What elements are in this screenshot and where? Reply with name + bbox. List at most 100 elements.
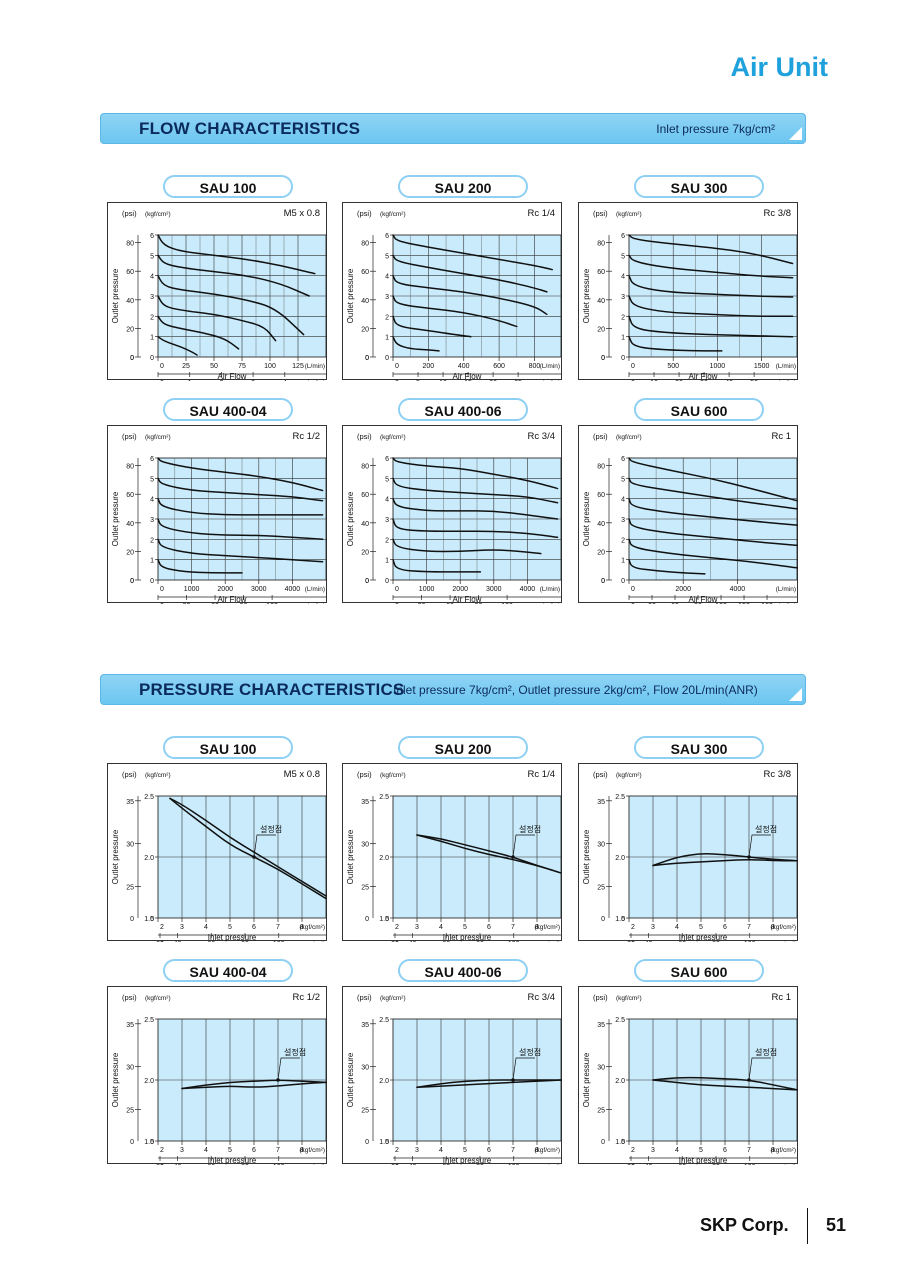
y-unit-left: (psi) [593,209,608,218]
x-tick-label: 0 [395,363,399,370]
x2-tick-label: 2 [219,380,223,381]
setpoint-label: 설정점 [755,1047,777,1057]
chart-frame: (psi) (kgf/cm²) Rc 3/8 1.5 2.0 2.5 25 30 35 0 0 Out… [578,763,798,942]
x2-tick-label: 1 [188,380,192,381]
x-tick-label: 8 [771,924,775,931]
series-line [392,254,548,293]
x2-tick-label: 80 [712,1164,720,1165]
port-size: Rc 1/2 [293,431,320,442]
x-tick-label: 125 [292,363,304,370]
chart-frame: (psi) (kgf/cm²) Rc 3/8 0 1 2 3 4 5 6 0 20 40 60 80 0 Out… [578,202,798,381]
series-line [392,457,559,490]
x-tick-label: 2000 [217,586,233,593]
x2-tick-label: 100 [744,1164,756,1165]
y2-tick-label: 20 [361,549,369,556]
y2-tick-label: 60 [361,269,369,276]
x-tick-label: 100 [264,363,276,370]
series-line [392,477,559,504]
y2-tick-label: 80 [361,241,369,248]
series-line [392,558,482,573]
y-tick-label: 6 [621,456,625,463]
y2-tick-label: 0 [365,355,369,362]
company-name: SKP Corp. [700,1215,789,1235]
y-axis-label: Outlet pressure [346,829,355,884]
y-tick-label: 6 [621,233,625,240]
x2-tick-label: 60 [207,1164,215,1165]
x2-tick-label: 10 [650,380,658,381]
series-line [392,234,553,271]
x-axis-label: Inlet pressure [208,1156,257,1165]
y2-tick-label: 40 [361,298,369,305]
y2-tick-label: 0 [365,578,369,585]
y-tick-label: 1.5 [144,916,154,923]
y2-tick-label: 30 [361,1065,369,1072]
x2-tick-label: 0 [631,941,635,942]
y2-tick-label: 80 [126,241,134,248]
y-tick-label: 0 [621,916,625,923]
y-unit-right: (kgf/cm²) [616,434,642,441]
x-tick-label: 6 [723,1147,727,1154]
x-tick-label: 5 [699,924,703,931]
x2-tick-label: 90 [694,603,702,604]
x-tick-label: 2 [160,1147,164,1154]
y2-tick-label: 25 [126,885,134,892]
x2-tick-label: 100 [508,1164,520,1165]
series-line [628,497,798,526]
series-line [157,518,324,541]
chart-frame: (psi) (kgf/cm²) Rc 3/4 1.5 2.0 2.5 25 30 35 0 0 Out… [342,986,562,1165]
x-tick-label: 3000 [486,586,502,593]
x2-tick-label: 20 [675,380,683,381]
x-tick-label: 2 [631,1147,635,1154]
chart-frame: (psi) (kgf/cm²) Rc 3/4 0 1 2 3 4 5 6 0 20 40 60 80 0 Out… [342,425,562,604]
y-tick-label: 1.5 [615,916,625,923]
y-axis-label: Outlet pressure [582,268,591,323]
series-line [652,1076,798,1091]
x-unit-top: (L/min) [776,363,796,370]
y-unit-right: (kgf/cm²) [145,211,171,218]
y-tick-label: 6 [150,456,154,463]
series-line [628,558,706,575]
x2-tick-label: 20 [391,1164,399,1165]
x2-tick-label: 120 [266,603,278,604]
x2-tick-label: 60 [442,941,450,942]
y2-tick-label: 20 [597,549,605,556]
series-line [392,335,440,352]
y2-tick-label: 30 [126,1065,134,1072]
chart-svg: (psi) (kgf/cm²) Rc 1/401234560204060800Out… [346,208,562,381]
x-tick-label: 7 [747,1147,751,1154]
y-tick-label: 0 [621,355,625,362]
x2-tick-label: 0 [160,941,164,942]
y-tick-label: 2 [150,537,154,544]
y-tick-label: 5 [385,476,389,483]
setpoint-label: 설정점 [284,1047,306,1057]
x-unit-top: (L/min) [305,586,325,593]
y-unit-right: (kgf/cm²) [145,772,171,779]
series-line [628,295,794,318]
y-tick-label: 4 [385,497,389,504]
x-tick-label: 8 [535,924,539,931]
series-line [157,538,324,563]
y2-tick-label: 25 [361,885,369,892]
chart-frame: (psi) (kgf/cm²) M5 x 0.8 0 1 2 3 4 5 6 0 20 40 60 80 0 O… [107,202,327,381]
x-unit-top: (kgf/cm²) [299,924,325,931]
series-line [652,858,798,867]
chart-panel: SAU 300 (psi) (kgf/cm²) Rc 3/8 0 1 2 3 4 5 6 0 20 40 6… [578,175,798,381]
y-tick-label: 1 [621,558,625,565]
x-axis-label: Air Flow [689,372,718,381]
corner-fold-icon [789,688,802,701]
series-line [157,274,305,336]
model-title: SAU 300 [634,175,764,198]
y2-tick-label: 30 [597,842,605,849]
x-tick-label: 5 [228,924,232,931]
x-tick-label: 1000 [710,363,726,370]
x-tick-label: 3 [415,1147,419,1154]
x-unit-top: (L/min) [776,586,796,593]
y2-tick-label: 40 [361,521,369,528]
y2-tick-label: 0 [365,1139,369,1146]
series-line [157,254,310,297]
y2-tick-label: 0 [601,578,605,585]
chart-frame: (psi) (kgf/cm²) Rc 1/2 1.5 2.0 2.5 25 30 35 0 0 Out… [107,986,327,1165]
series-line [628,518,798,547]
model-title: SAU 400-06 [398,959,528,982]
